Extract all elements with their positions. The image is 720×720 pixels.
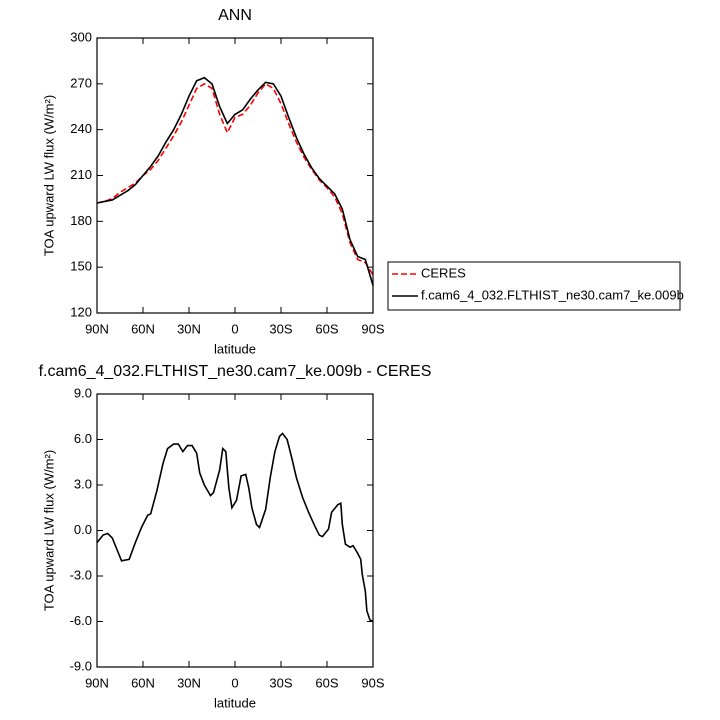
x-tick-label: 30S <box>269 321 292 336</box>
x-tick-label: 0 <box>231 675 238 690</box>
y-tick-label: 300 <box>70 29 92 44</box>
y-tick-label: -3.0 <box>70 567 92 582</box>
data-line <box>96 76 374 286</box>
y-axis-label: TOA upward LW flux (W/m²) <box>41 450 56 611</box>
y-tick-label: 240 <box>70 121 92 136</box>
data-line <box>96 432 374 623</box>
y-tick-label: -6.0 <box>70 613 92 628</box>
x-tick-label: 90N <box>85 321 109 336</box>
x-tick-label: 60N <box>131 321 155 336</box>
legend-label: f.cam6_4_032.FLTHIST_ne30.cam7_ke.009b <box>421 287 684 302</box>
y-tick-label: 150 <box>70 259 92 274</box>
x-axis-label: latitude <box>214 341 256 356</box>
x-tick-label: 30S <box>269 675 292 690</box>
y-tick-label: 0.0 <box>74 522 92 537</box>
y-tick-label: 120 <box>70 304 92 319</box>
y-axis-label: TOA upward LW flux (W/m²) <box>41 95 56 256</box>
plot-frame <box>96 393 374 668</box>
plot-frame <box>96 37 374 314</box>
legend-label: CERES <box>421 265 466 280</box>
legend-box <box>387 261 681 311</box>
x-axis-label: latitude <box>214 695 256 710</box>
y-tick-label: 270 <box>70 75 92 90</box>
y-tick-label: 180 <box>70 213 92 228</box>
x-tick-label: 90S <box>361 321 384 336</box>
chart-title: ANN <box>218 7 252 24</box>
x-tick-label: 60S <box>315 675 338 690</box>
y-tick-label: 3.0 <box>74 476 92 491</box>
x-tick-label: 90S <box>361 675 384 690</box>
y-tick-label: 210 <box>70 167 92 182</box>
chart-title: f.cam6_4_032.FLTHIST_ne30.cam7_ke.009b -… <box>39 363 432 380</box>
x-tick-label: 60S <box>315 321 338 336</box>
x-tick-label: 90N <box>85 675 109 690</box>
y-tick-label: -9.0 <box>70 658 92 673</box>
x-tick-label: 60N <box>131 675 155 690</box>
y-tick-label: 9.0 <box>74 385 92 400</box>
x-tick-label: 0 <box>231 321 238 336</box>
y-tick-label: 6.0 <box>74 431 92 446</box>
x-tick-label: 30N <box>177 321 201 336</box>
data-line <box>96 82 374 276</box>
x-tick-label: 30N <box>177 675 201 690</box>
